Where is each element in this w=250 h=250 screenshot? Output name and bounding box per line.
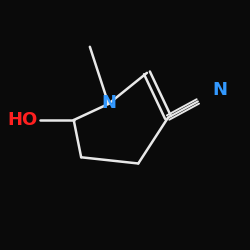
- Text: HO: HO: [8, 111, 38, 129]
- Text: N: N: [213, 81, 228, 99]
- Text: N: N: [101, 94, 116, 112]
